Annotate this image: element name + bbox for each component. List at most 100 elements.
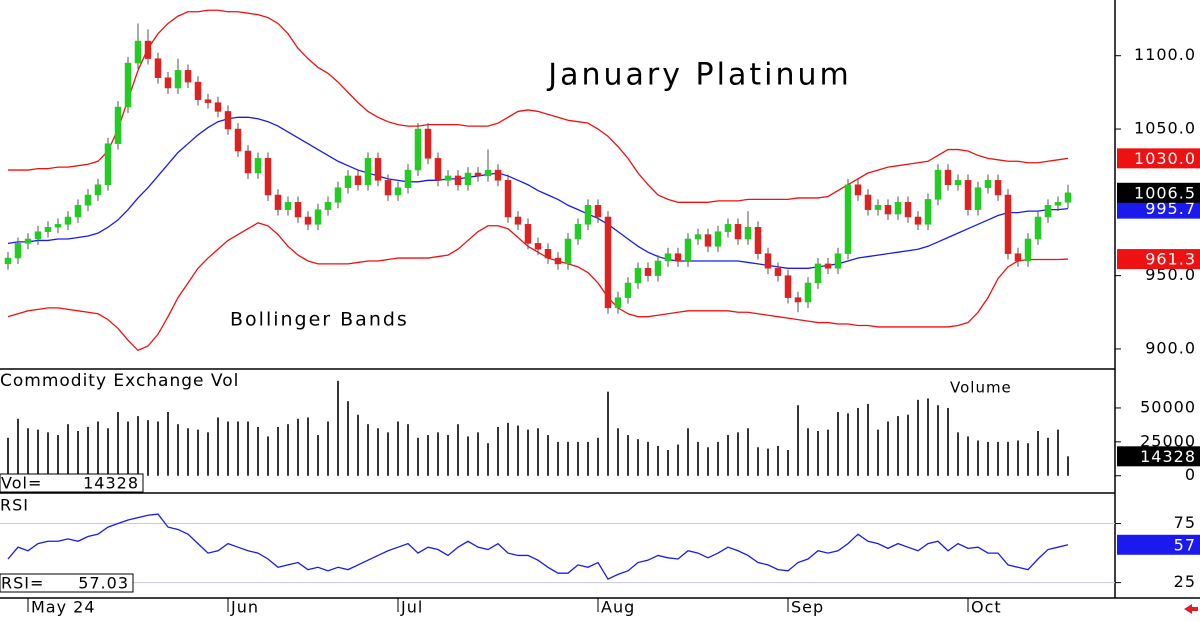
readout-value: 57.03 — [78, 574, 129, 593]
x-tick-label: Jun — [230, 598, 259, 617]
candle-body — [474, 172, 482, 177]
candle-body — [484, 169, 492, 177]
candle-body — [874, 205, 882, 210]
candle-body — [144, 40, 152, 59]
candle-body — [604, 216, 612, 309]
value-box — [1117, 249, 1200, 270]
annotation: Bollinger Bands — [230, 309, 409, 331]
candle-body — [734, 224, 742, 240]
value-box-label: 1030.0 — [1134, 149, 1196, 168]
candle-body — [514, 216, 522, 225]
candle-body — [574, 224, 582, 240]
candle-body — [824, 263, 832, 269]
x-tick-label: Oct — [971, 598, 1002, 617]
candle-body — [534, 243, 542, 250]
candle-body — [974, 187, 982, 210]
band-line — [8, 9, 1069, 203]
candle-body — [654, 260, 662, 276]
candle-body — [754, 227, 762, 254]
candle-body — [134, 40, 142, 64]
candle-body — [194, 81, 202, 100]
candle-body — [14, 243, 22, 259]
candle-body — [944, 169, 952, 185]
candle-body — [64, 216, 72, 225]
candle-body — [124, 62, 132, 108]
candle-body — [564, 238, 572, 265]
candle-body — [964, 180, 972, 210]
candle-body — [634, 268, 642, 284]
candle-body — [384, 180, 392, 196]
candle-body — [1034, 216, 1042, 240]
candle-body — [4, 257, 12, 265]
candle-body — [244, 150, 252, 174]
candle-body — [1004, 194, 1012, 254]
candle-body — [224, 111, 232, 130]
candle-body — [364, 158, 372, 185]
candle-body — [1044, 205, 1052, 218]
candle-body — [424, 128, 432, 159]
readout-box — [0, 473, 144, 493]
candle-body — [214, 102, 222, 112]
candle-body — [204, 99, 212, 103]
candle-body — [344, 175, 352, 188]
readout-label: Vol= — [1, 474, 42, 493]
value-box-label: 14328 — [1140, 447, 1196, 466]
candle-body — [804, 282, 812, 303]
scroll-arrow[interactable] — [1184, 604, 1198, 614]
candle-body — [234, 128, 242, 152]
x-tick-label: Sep — [791, 598, 824, 617]
y-tick-label: 75 — [1174, 513, 1196, 532]
candle-body — [354, 175, 362, 185]
value-box — [1117, 182, 1200, 203]
candle-body — [844, 184, 852, 254]
candle-body — [904, 202, 912, 218]
candle-body — [704, 234, 712, 247]
candle-body — [154, 58, 162, 78]
candle-body — [774, 268, 782, 276]
candle-body — [324, 202, 332, 210]
candle-body — [254, 158, 262, 174]
candle-body — [664, 253, 672, 262]
y-tick-label: 25 — [1174, 572, 1196, 591]
candle-body — [884, 205, 892, 215]
candle-body — [674, 253, 682, 262]
y-tick-label: 1100.0 — [1134, 45, 1196, 64]
candle-body — [814, 263, 822, 284]
band-line — [7, 116, 1069, 269]
candle-body — [894, 202, 902, 215]
candle-body — [1064, 192, 1072, 203]
candle-body — [304, 216, 312, 225]
readout-value: 14328 — [83, 474, 139, 493]
candle-body — [94, 184, 102, 196]
rsi-line — [7, 513, 1069, 580]
candle-body — [494, 169, 502, 181]
value-box-label: 995.7 — [1145, 199, 1196, 218]
candle-body — [584, 205, 592, 225]
candle-body — [24, 238, 32, 244]
candle-body — [414, 128, 422, 171]
panel-title: RSI — [0, 496, 29, 515]
candle-body — [264, 158, 272, 196]
candle-body — [554, 257, 562, 265]
candle-body — [614, 297, 622, 309]
value-box-label: 57 — [1174, 535, 1196, 554]
candle-body — [594, 205, 602, 218]
candle-body — [854, 184, 862, 196]
candle-body — [684, 238, 692, 262]
y-tick-label: 950.0 — [1145, 265, 1196, 284]
candle-body — [114, 106, 122, 144]
candle-body — [104, 143, 112, 185]
candle-body — [524, 224, 532, 244]
candle-body — [394, 187, 402, 196]
candle-body — [334, 187, 342, 203]
candle-body — [934, 169, 942, 200]
candle-body — [54, 224, 62, 228]
x-tick-label: Jul — [400, 598, 423, 617]
candle-body — [74, 205, 82, 218]
candle-body — [994, 180, 1002, 196]
readout-label: RSI= — [1, 574, 44, 593]
candle-body — [914, 216, 922, 225]
x-tick-label: Aug — [601, 598, 635, 617]
